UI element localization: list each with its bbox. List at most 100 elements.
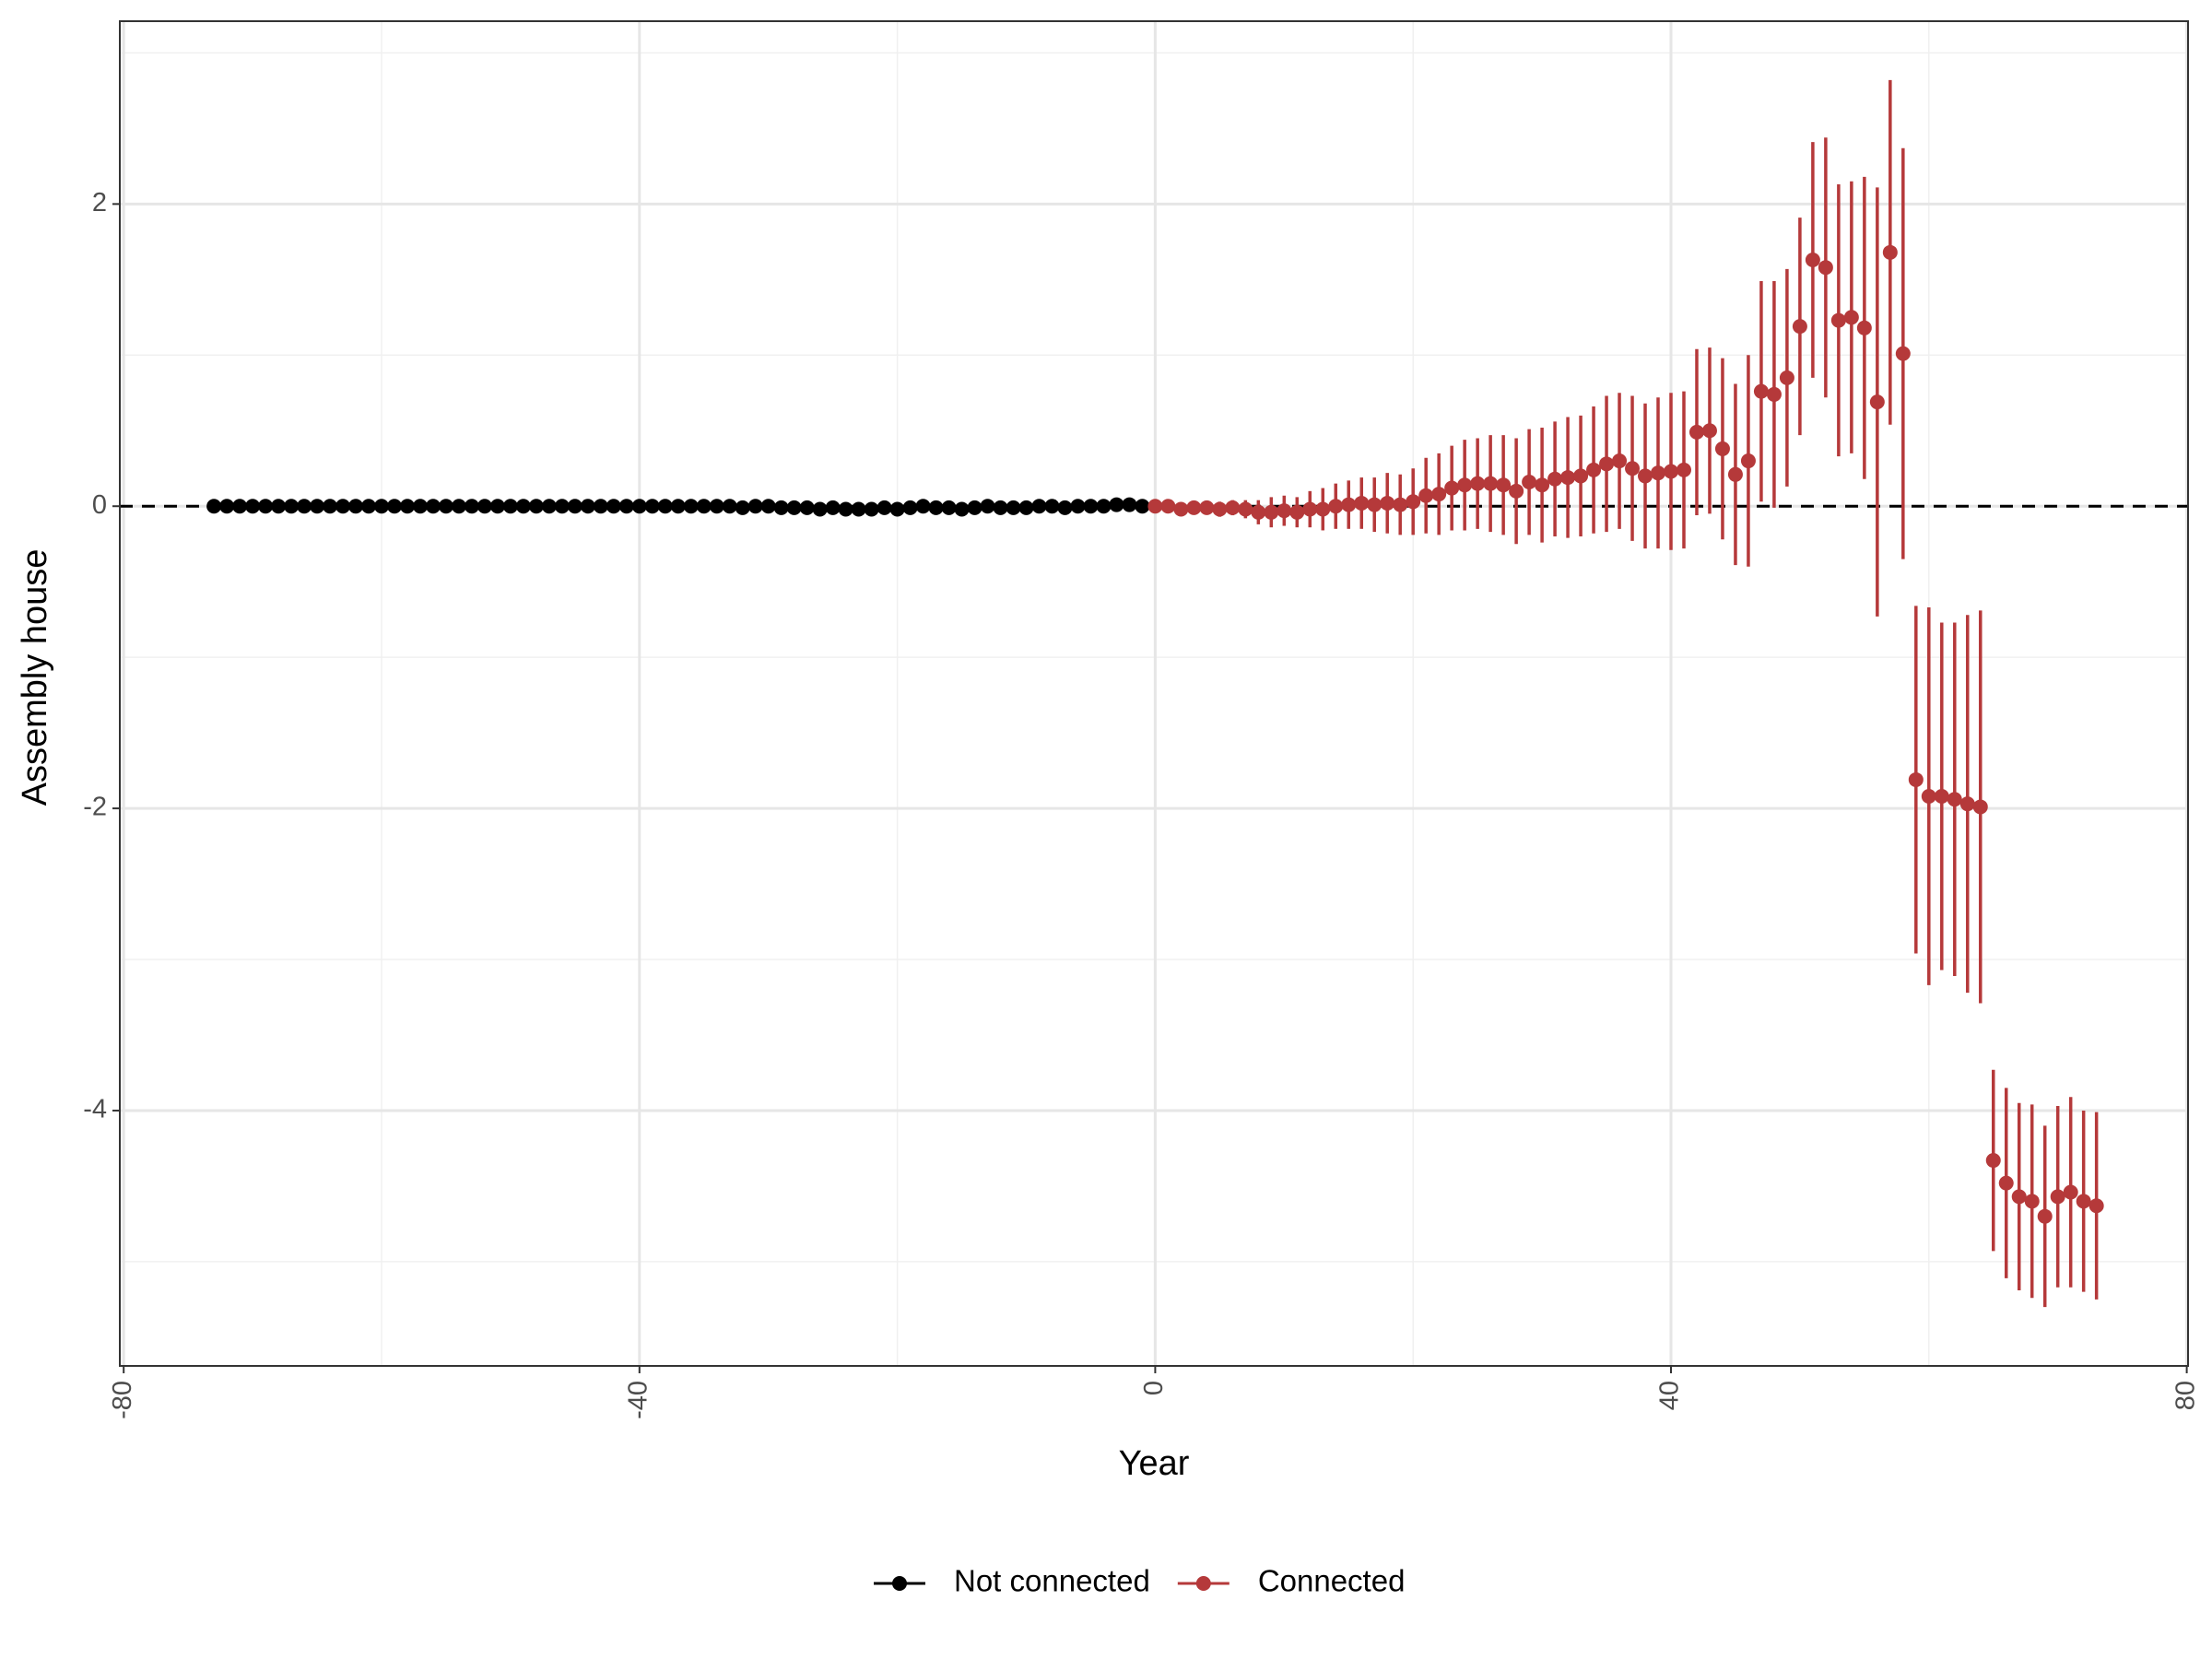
- legend-label: Not connected: [954, 1564, 1150, 1598]
- point: [683, 499, 699, 514]
- point: [1805, 253, 1820, 268]
- point: [1406, 494, 1421, 510]
- point: [464, 499, 479, 514]
- point: [361, 499, 377, 514]
- point: [1664, 464, 1678, 479]
- point: [541, 499, 557, 514]
- point: [1199, 500, 1215, 515]
- point: [1972, 799, 1988, 815]
- point: [1959, 796, 1975, 812]
- point: [1212, 501, 1228, 517]
- point: [1457, 477, 1473, 493]
- point: [1830, 312, 1846, 328]
- y-axis-title: Assembly house: [16, 549, 54, 806]
- point: [1947, 792, 1962, 807]
- y-tick-label: -2: [83, 793, 107, 822]
- point: [206, 499, 222, 514]
- point: [1135, 499, 1150, 514]
- point: [606, 499, 621, 514]
- point: [1354, 495, 1370, 511]
- point: [1934, 788, 1949, 804]
- x-tick-label: 0: [1139, 1381, 1169, 1395]
- point: [838, 501, 853, 517]
- point: [1147, 499, 1163, 514]
- point: [735, 500, 750, 515]
- point: [1985, 1153, 2001, 1169]
- point: [799, 500, 815, 515]
- point: [1031, 499, 1047, 514]
- point: [1315, 501, 1331, 517]
- point: [348, 499, 364, 514]
- point: [1006, 500, 1021, 515]
- point: [1638, 468, 1653, 484]
- point: [980, 499, 995, 514]
- point: [580, 499, 595, 514]
- point: [825, 500, 841, 515]
- point: [1573, 468, 1589, 484]
- point: [812, 501, 828, 517]
- point: [657, 499, 673, 514]
- point: [2088, 1198, 2104, 1214]
- point: [232, 499, 248, 514]
- point: [1753, 383, 1769, 399]
- x-tick-label: -40: [623, 1381, 653, 1419]
- point: [1418, 488, 1434, 503]
- point: [670, 499, 686, 514]
- point: [1251, 504, 1266, 520]
- point: [954, 501, 970, 517]
- point: [915, 499, 931, 514]
- point: [386, 499, 402, 514]
- point: [1109, 497, 1124, 512]
- point: [1599, 456, 1615, 472]
- point: [1714, 441, 1730, 456]
- point: [618, 499, 634, 514]
- point: [1921, 788, 1936, 804]
- point: [786, 500, 802, 515]
- point: [1225, 500, 1241, 515]
- point: [1122, 497, 1137, 512]
- point: [928, 500, 944, 515]
- point: [1341, 497, 1357, 512]
- point: [993, 500, 1008, 515]
- point: [297, 499, 312, 514]
- legend-key-point: [892, 1576, 907, 1591]
- point: [2063, 1184, 2078, 1200]
- point: [1083, 499, 1099, 514]
- x-axis-title: Year: [1119, 1444, 1190, 1483]
- point: [219, 499, 235, 514]
- point: [722, 499, 737, 514]
- point: [1651, 465, 1666, 481]
- point: [1044, 499, 1060, 514]
- point: [515, 499, 531, 514]
- point: [1779, 370, 1794, 385]
- x-tick-label: -80: [108, 1381, 137, 1419]
- point: [1740, 453, 1756, 469]
- point: [1843, 310, 1859, 325]
- point: [502, 499, 518, 514]
- point: [2050, 1189, 2065, 1205]
- point: [1483, 476, 1499, 491]
- point: [1289, 504, 1305, 520]
- legend-key-point: [1195, 1576, 1211, 1591]
- point: [1070, 499, 1086, 514]
- point: [1701, 423, 1717, 439]
- point: [644, 499, 660, 514]
- point: [335, 499, 351, 514]
- point: [1367, 497, 1382, 512]
- point: [1727, 466, 1743, 482]
- point: [1238, 501, 1253, 517]
- point: [1522, 474, 1537, 489]
- point: [1057, 500, 1073, 515]
- point: [1470, 476, 1486, 491]
- point: [1509, 483, 1524, 499]
- point: [1380, 495, 1395, 511]
- point: [1431, 487, 1447, 502]
- point: [1096, 499, 1112, 514]
- point: [1998, 1175, 2014, 1191]
- point: [2024, 1194, 2040, 1209]
- point: [1018, 500, 1034, 515]
- point: [567, 499, 582, 514]
- point: [310, 499, 325, 514]
- point: [941, 500, 957, 515]
